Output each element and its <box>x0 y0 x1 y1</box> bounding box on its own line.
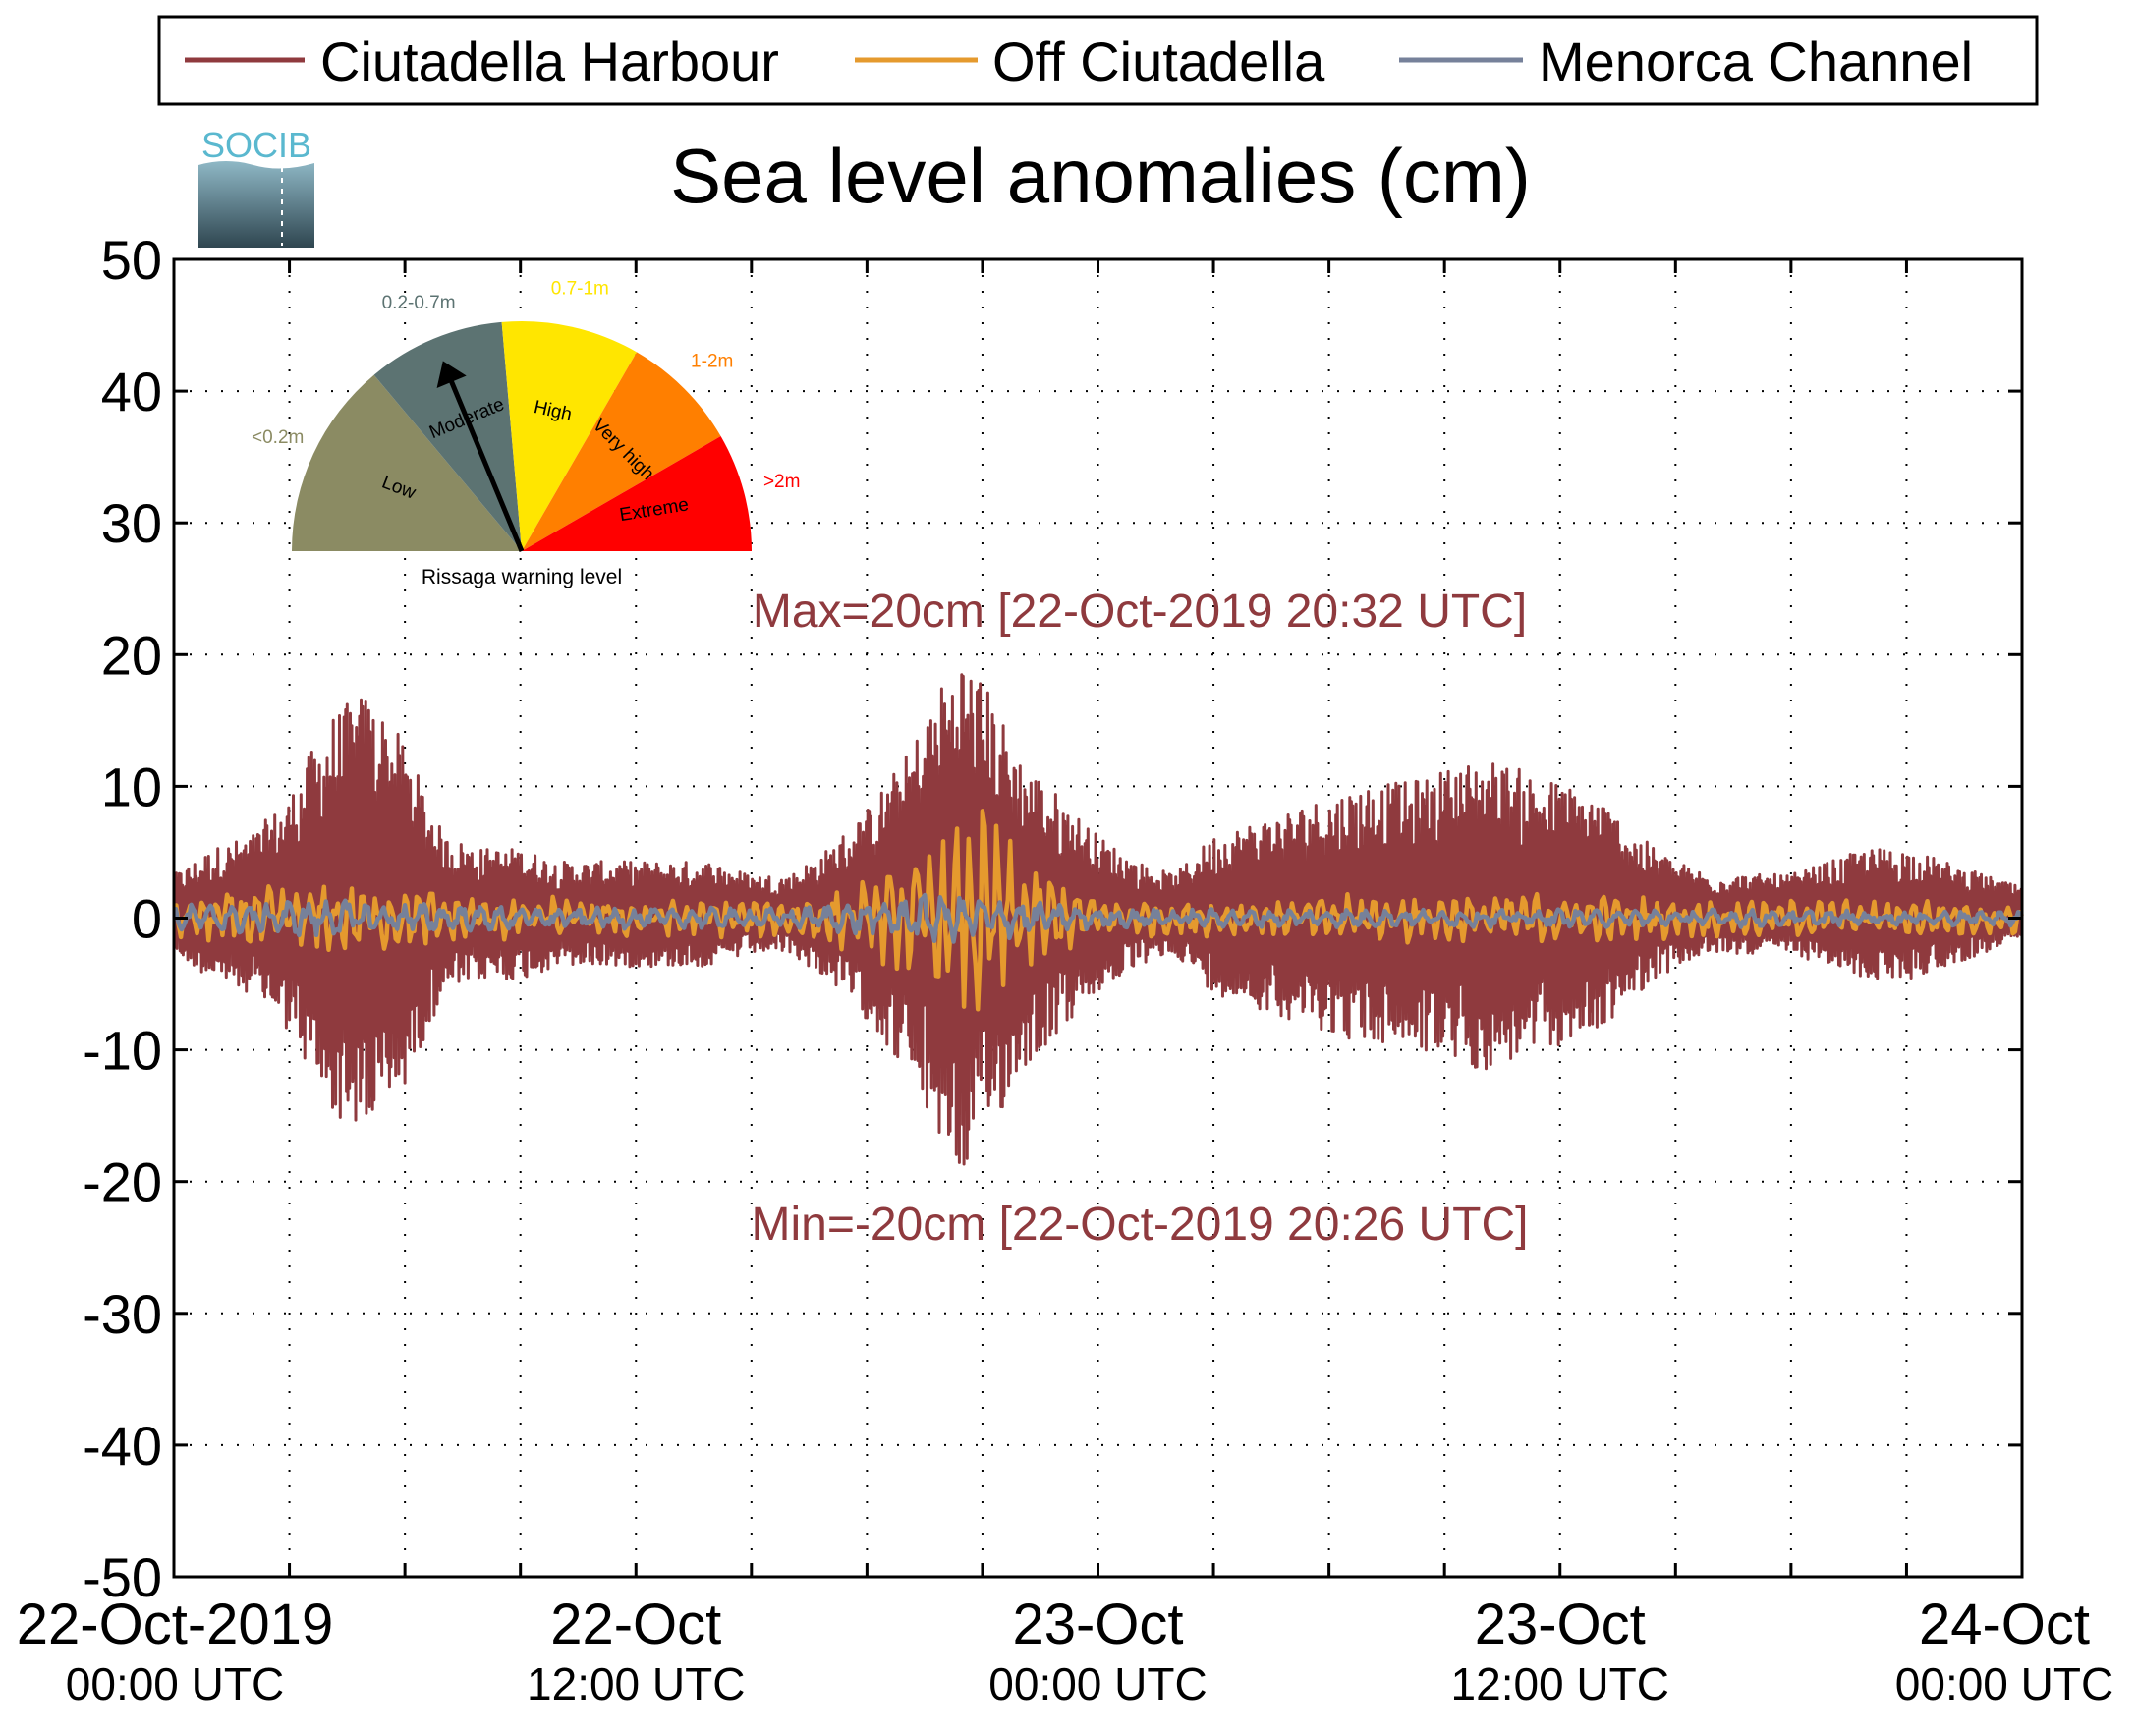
x-tick-label-time: 00:00 UTC <box>1895 1658 2113 1709</box>
x-tick-label-date: 23-Oct <box>1012 1593 1183 1656</box>
gauge-needle <box>442 364 525 552</box>
y-tick-label: 50 <box>101 229 162 291</box>
y-tick-label: -10 <box>83 1020 162 1082</box>
y-tick-label: 0 <box>132 888 162 950</box>
y-tick-label: 30 <box>101 492 162 554</box>
legend-box <box>157 15 2039 106</box>
max-annotation: Max=20cm [22-Oct-2019 20:32 UTC] <box>753 586 1527 638</box>
gauge-sector-high <box>501 321 637 551</box>
x-tick-label-time: 00:00 UTC <box>988 1658 1207 1709</box>
y-tick-label: -30 <box>83 1283 162 1345</box>
min-annotation: Min=-20cm [22-Oct-2019 20:26 UTC] <box>752 1199 1529 1251</box>
series-group <box>172 673 2024 1166</box>
gauge-range-label: 0.7-1m <box>551 279 609 300</box>
x-tick-label-date: 24-Oct <box>1919 1593 2090 1656</box>
legend: Ciutadella Harbour Off Ciutadella Menorc… <box>157 15 2039 106</box>
rissaga-warning-gauge: Rissaga warning level Low<0.2mModerate0.… <box>252 279 800 589</box>
series-line-ciutadella-harbour <box>172 673 2024 1166</box>
x-tick-label-time: 00:00 UTC <box>66 1658 284 1709</box>
legend-label-off-ciutadella: Off Ciutadella <box>992 30 1325 92</box>
y-tick-labels: -50 -40 -30 -20 -10 0 10 20 30 40 50 <box>83 229 162 1608</box>
y-tick-label: 20 <box>101 624 162 686</box>
gauge-range-label: >2m <box>763 472 801 492</box>
gauge-title: Rissaga warning level <box>422 566 622 588</box>
legend-label-menorca-channel: Menorca Channel <box>1539 30 1973 92</box>
y-tick-label: -40 <box>83 1415 162 1477</box>
legend-label-ciutadella-harbour: Ciutadella Harbour <box>320 30 779 92</box>
gauge-needle-head <box>436 361 467 388</box>
x-tick-label-time: 12:00 UTC <box>527 1658 745 1709</box>
socib-logo: SOCIB <box>198 125 314 248</box>
y-tick-label: -20 <box>83 1151 162 1213</box>
gauge-sector-low <box>292 374 522 551</box>
series-line-off-ciutadella <box>172 809 2024 1012</box>
x-tick-label-time: 12:00 UTC <box>1451 1658 1669 1709</box>
axis-ticks <box>172 257 2024 1579</box>
socib-logo-text: SOCIB <box>201 125 311 165</box>
x-tick-label-date: 23-Oct <box>1475 1593 1646 1656</box>
gauge-sector-moderate <box>373 321 522 551</box>
x-tick-label-date: 22-Oct-2019 <box>17 1593 333 1656</box>
series-line-menorca-channel <box>173 892 2024 944</box>
gauge-sector-very-high <box>522 352 721 551</box>
gauge-range-label: 1-2m <box>691 351 733 371</box>
x-tick-label-date: 22-Oct <box>550 1593 721 1656</box>
y-tick-label: 40 <box>101 361 162 422</box>
chart-title: Sea level anomalies (cm) <box>670 133 1531 219</box>
gauge-range-label: <0.2m <box>252 427 304 448</box>
y-tick-label: 10 <box>101 756 162 817</box>
gauge-range-label: 0.2-0.7m <box>382 293 456 313</box>
gauge-sector-extreme <box>522 436 752 551</box>
y-tick-label: -50 <box>83 1546 162 1608</box>
